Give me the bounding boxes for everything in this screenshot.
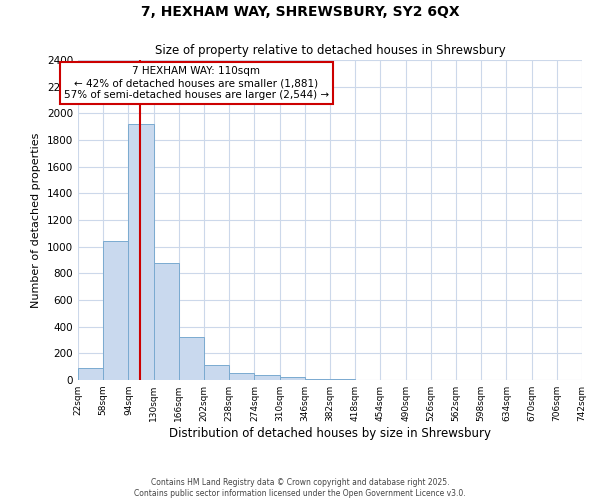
Bar bbox=[254, 374, 280, 380]
Bar bbox=[204, 364, 229, 380]
Y-axis label: Number of detached properties: Number of detached properties bbox=[31, 132, 41, 308]
Text: 7 HEXHAM WAY: 110sqm
← 42% of detached houses are smaller (1,881)
57% of semi-de: 7 HEXHAM WAY: 110sqm ← 42% of detached h… bbox=[64, 66, 329, 100]
Bar bbox=[280, 376, 305, 380]
X-axis label: Distribution of detached houses by size in Shrewsbury: Distribution of detached houses by size … bbox=[169, 427, 491, 440]
Bar bbox=[229, 372, 254, 380]
Text: 7, HEXHAM WAY, SHREWSBURY, SY2 6QX: 7, HEXHAM WAY, SHREWSBURY, SY2 6QX bbox=[140, 5, 460, 19]
Bar bbox=[78, 368, 103, 380]
Bar bbox=[179, 338, 204, 380]
Bar bbox=[103, 242, 128, 380]
Bar bbox=[128, 124, 154, 380]
Title: Size of property relative to detached houses in Shrewsbury: Size of property relative to detached ho… bbox=[155, 44, 505, 58]
Text: Contains HM Land Registry data © Crown copyright and database right 2025.
Contai: Contains HM Land Registry data © Crown c… bbox=[134, 478, 466, 498]
Bar bbox=[305, 378, 330, 380]
Bar bbox=[154, 262, 179, 380]
